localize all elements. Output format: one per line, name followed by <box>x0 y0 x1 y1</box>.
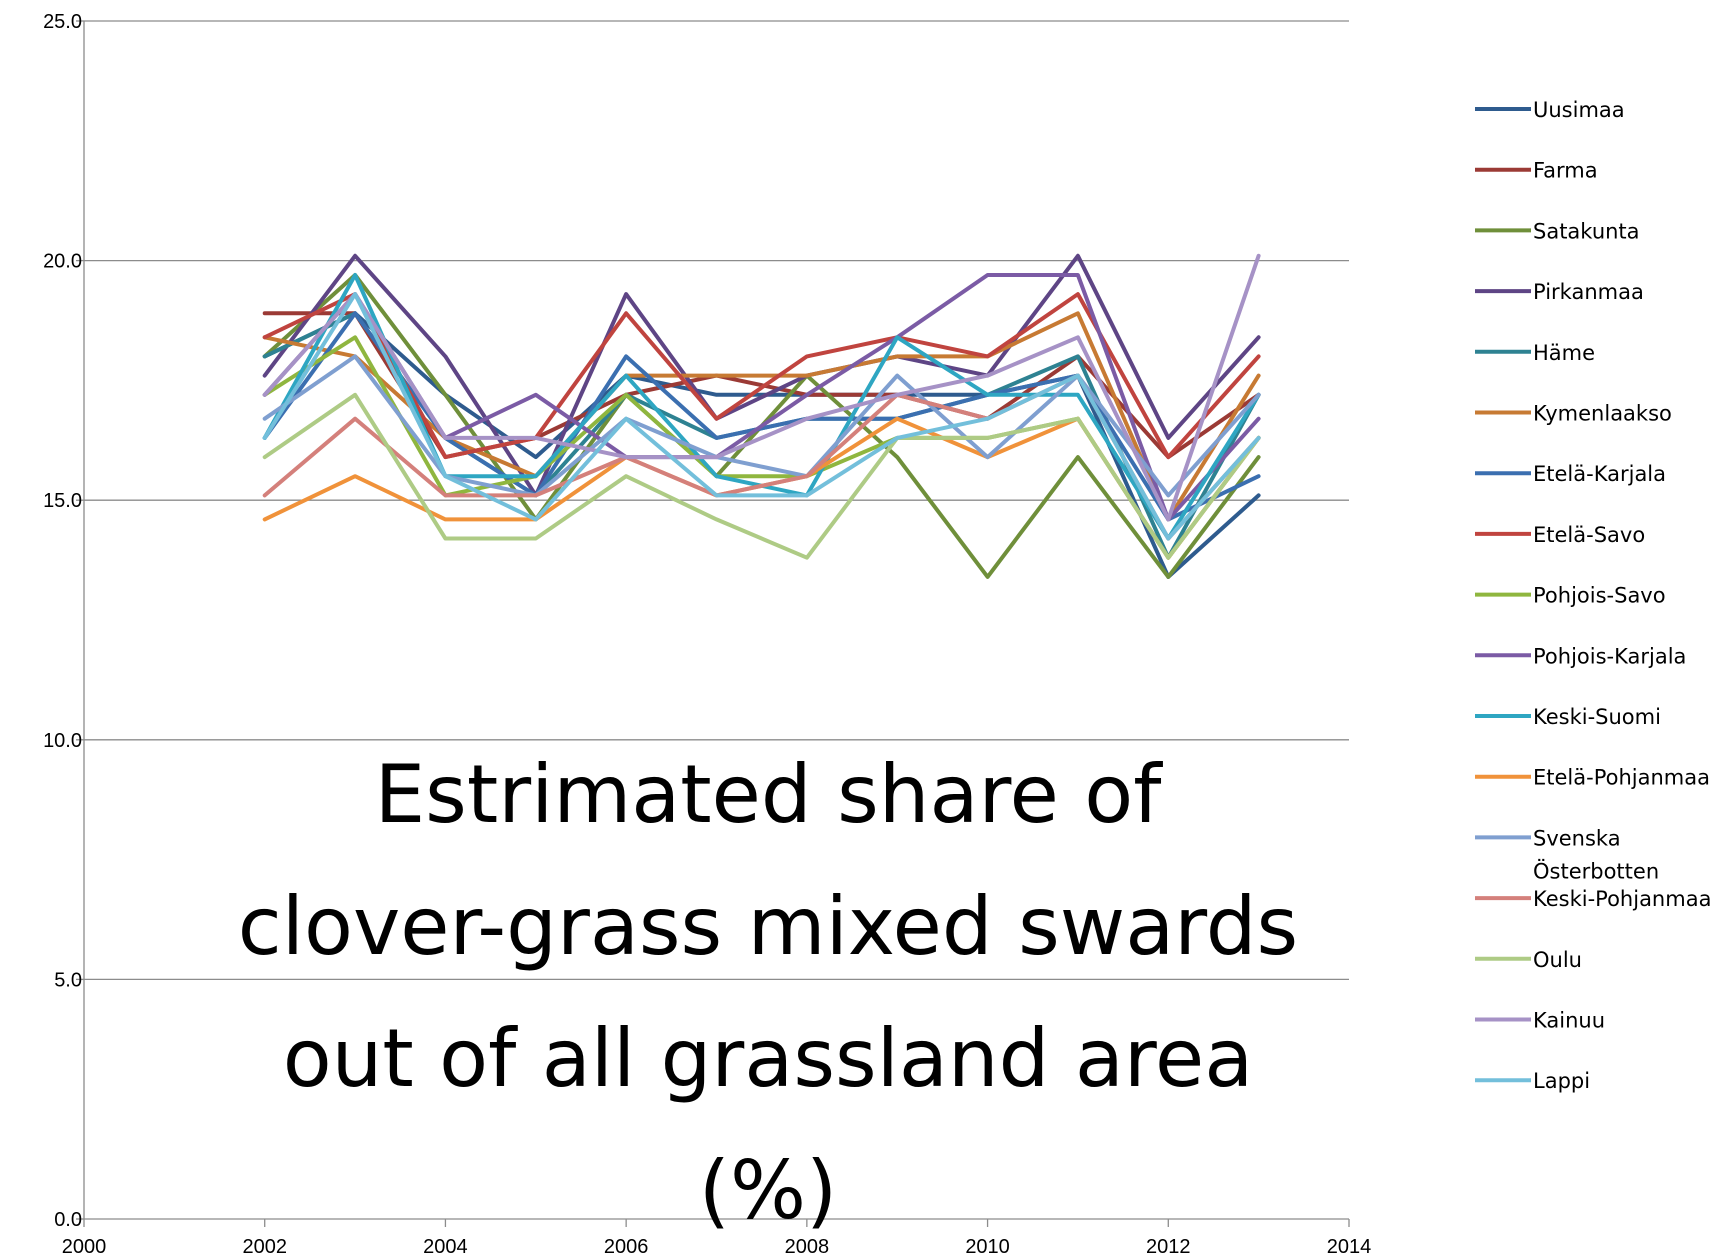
x-axis-tick-labels: 2000 2002 2004 2006 2008 2010 2012 2014 <box>62 1236 1372 1256</box>
legend-label-10: Keski-Suomi <box>1533 705 1661 729</box>
x-tick-label: 2004 <box>423 1236 468 1256</box>
legend-label-12: Svenska Österbotten <box>1533 826 1659 883</box>
series-line-12 <box>262 354 1261 498</box>
legend-label-2: Satakunta <box>1533 219 1640 243</box>
chart-title: Estrimated share of clover-grass mixed sw… <box>238 748 1298 1237</box>
x-tick-label: 2006 <box>604 1236 649 1256</box>
y-tick-label: 10.0 <box>43 730 82 752</box>
series-line-3 <box>262 253 1261 498</box>
gridlines <box>84 20 1349 981</box>
legend-label-3: Pirkanmaa <box>1533 280 1644 304</box>
y-tick-label: 25.0 <box>43 11 82 33</box>
y-axis-tick-labels: 0.0 5.0 10.0 15.0 20.0 25.0 <box>43 11 82 1231</box>
chart-title-line-0: Estrimated share of <box>375 748 1164 841</box>
x-tick-label: 2000 <box>62 1236 107 1256</box>
legend-label-6: Etelä-Karjala <box>1533 462 1666 486</box>
x-tick-label: 2012 <box>1146 1236 1191 1256</box>
x-tick-label: 2010 <box>965 1236 1010 1256</box>
legend-label-5: Kymenlaakso <box>1533 402 1672 426</box>
legend-label-4: Häme <box>1533 341 1595 365</box>
x-tick-label: 2002 <box>242 1236 287 1256</box>
legend-label-1: Farma <box>1533 159 1598 183</box>
legend-label-11: Etelä-Pohjanmaa <box>1533 766 1710 790</box>
legend-label-13: Keski-Pohjanmaa <box>1533 887 1711 911</box>
legend-label-9: Pohjois-Karjala <box>1533 644 1686 668</box>
y-tick-label: 5.0 <box>54 969 82 991</box>
series-line-5 <box>262 311 1261 522</box>
legend-label-16: Lappi <box>1533 1069 1590 1093</box>
chart-title-line-1: clover-grass mixed swards <box>238 880 1298 973</box>
y-tick-label: 20.0 <box>43 251 82 273</box>
legend-label-15: Kainuu <box>1533 1009 1605 1033</box>
chart-title-line-2: out of all grassland area <box>283 1012 1254 1105</box>
y-tick-label: 15.0 <box>43 490 82 512</box>
y-tick-label: 0.0 <box>54 1209 82 1231</box>
chart-title-line-3: (%) <box>699 1144 837 1237</box>
legend: Uusimaa Farma Satakunta Pirkanmaa Häme Kymenl… <box>1475 98 1711 1093</box>
x-tick-label: 2008 <box>785 1236 830 1256</box>
legend-label-8: Pohjois-Savo <box>1533 584 1666 608</box>
legend-label-7: Etelä-Savo <box>1533 523 1645 547</box>
axes <box>76 20 1350 1227</box>
legend-label-14: Oulu <box>1533 948 1582 972</box>
legend-label-0: Uusimaa <box>1533 98 1625 122</box>
series-line-14 <box>262 392 1261 560</box>
series-line-0 <box>262 311 1261 579</box>
series-line-16 <box>262 292 1261 541</box>
series-lines <box>262 253 1261 579</box>
x-tick-label: 2014 <box>1327 1236 1372 1256</box>
series-line-15 <box>262 253 1261 522</box>
